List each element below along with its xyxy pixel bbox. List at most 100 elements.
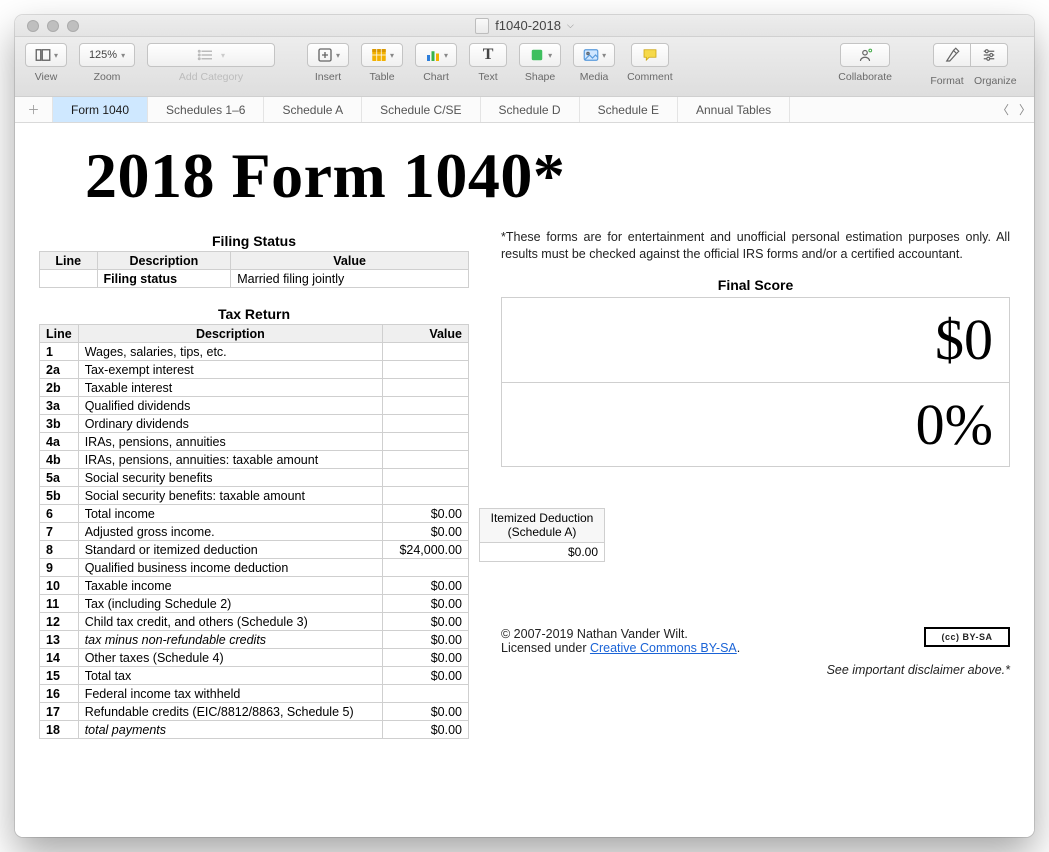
- insert-button[interactable]: ▾: [307, 43, 349, 67]
- cell-description: Federal income tax withheld: [78, 685, 382, 703]
- cell-value: [383, 451, 469, 469]
- view-button[interactable]: ▾: [25, 43, 67, 67]
- cell-description: Wages, salaries, tips, etc.: [78, 343, 382, 361]
- shape-icon: [528, 46, 546, 64]
- comment-button[interactable]: [631, 43, 669, 67]
- cell-value: $0.00: [383, 505, 469, 523]
- document-icon: [475, 18, 489, 34]
- table-row[interactable]: 11Tax (including Schedule 2)$0.00: [40, 595, 469, 613]
- format-button[interactable]: [933, 43, 971, 67]
- chart-button[interactable]: ▾: [415, 43, 457, 67]
- fs-col-value: Value: [231, 252, 469, 270]
- cell-line: 13: [40, 631, 79, 649]
- text-icon: T: [483, 46, 494, 64]
- add-sheet-button[interactable]: ＋: [15, 97, 53, 122]
- table-row[interactable]: 5bSocial security benefits: taxable amou…: [40, 487, 469, 505]
- table-button[interactable]: ▾: [361, 43, 403, 67]
- text-button[interactable]: T: [469, 43, 507, 67]
- chevron-down-icon: ▾: [548, 51, 552, 60]
- cell-line: 11: [40, 595, 79, 613]
- filing-status-table[interactable]: Line Description Value Filing status Mar…: [39, 251, 469, 288]
- cell-value: $0.00: [383, 613, 469, 631]
- cell-value: [383, 379, 469, 397]
- sheet-tab[interactable]: Schedule A: [264, 97, 362, 122]
- table-row[interactable]: 9Qualified business income deduction: [40, 559, 469, 577]
- cell-line: 16: [40, 685, 79, 703]
- insert-icon: [316, 46, 334, 64]
- app-window: f1040-2018 ⌵ ▾ View 125% ▾ Zoom: [15, 15, 1034, 837]
- table-row[interactable]: 2aTax-exempt interest: [40, 361, 469, 379]
- table-row[interactable]: 3aQualified dividends: [40, 397, 469, 415]
- tab-next-button[interactable]: 〉: [1019, 101, 1031, 118]
- cell-line: 4b: [40, 451, 79, 469]
- sheet-tab[interactable]: Schedule C/SE: [362, 97, 480, 122]
- table-row[interactable]: 7Adjusted gross income.$0.00: [40, 523, 469, 541]
- titlebar: f1040-2018 ⌵: [15, 15, 1034, 37]
- collaborate-button[interactable]: [840, 43, 890, 67]
- cell-line: 7: [40, 523, 79, 541]
- title-dropdown-icon[interactable]: ⌵: [567, 20, 574, 31]
- shape-button[interactable]: ▾: [519, 43, 561, 67]
- zoom-select[interactable]: 125% ▾: [79, 43, 135, 67]
- table-row[interactable]: 13tax minus non-refundable credits$0.00: [40, 631, 469, 649]
- table-row[interactable]: 4aIRAs, pensions, annuities: [40, 433, 469, 451]
- table-row[interactable]: 17Refundable credits (EIC/8812/8863, Sch…: [40, 703, 469, 721]
- table-row[interactable]: 3bOrdinary dividends: [40, 415, 469, 433]
- media-button[interactable]: ▾: [573, 43, 615, 67]
- table-row[interactable]: 8Standard or itemized deduction$24,000.0…: [40, 541, 469, 559]
- zoom-label: Zoom: [94, 71, 121, 83]
- tab-prev-button[interactable]: 〈: [997, 101, 1009, 118]
- cell-value: [383, 343, 469, 361]
- cell-description: Other taxes (Schedule 4): [78, 649, 382, 667]
- filing-status-row[interactable]: Filing status Married filing jointly: [40, 270, 469, 288]
- cell-value: [383, 559, 469, 577]
- table-row[interactable]: 5aSocial security benefits: [40, 469, 469, 487]
- toolbar: ▾ View 125% ▾ Zoom ▾ Add Category: [15, 37, 1034, 97]
- cell-line: 18: [40, 721, 79, 739]
- cell-value: $0.00: [383, 523, 469, 541]
- cell-description: Child tax credit, and others (Schedule 3…: [78, 613, 382, 631]
- cell-description: Tax-exempt interest: [78, 361, 382, 379]
- itemized-deduction-box[interactable]: Itemized Deduction (Schedule A) $0.00: [479, 508, 605, 562]
- cell-line: 2b: [40, 379, 79, 397]
- cell-description: IRAs, pensions, annuities: [78, 433, 382, 451]
- cell-value: $24,000.00: [383, 541, 469, 559]
- add-category-label: Add Category: [179, 71, 243, 83]
- cell-description: Standard or itemized deduction: [78, 541, 382, 559]
- cell-line: 15: [40, 667, 79, 685]
- sheet-tab[interactable]: Form 1040: [53, 97, 148, 122]
- table-row[interactable]: 15Total tax$0.00: [40, 667, 469, 685]
- sheet-tab[interactable]: Schedule D: [481, 97, 580, 122]
- final-score-heading: Final Score: [501, 277, 1010, 293]
- table-row[interactable]: 4bIRAs, pensions, annuities: taxable amo…: [40, 451, 469, 469]
- chevron-down-icon: ▾: [390, 51, 394, 60]
- shape-label: Shape: [525, 71, 555, 83]
- table-row[interactable]: 2bTaxable interest: [40, 379, 469, 397]
- document-canvas[interactable]: 2018 Form 1040* Filing Status Line Descr…: [15, 123, 1034, 837]
- table-row[interactable]: 18total payments$0.00: [40, 721, 469, 739]
- insert-label: Insert: [315, 71, 341, 83]
- tax-return-table[interactable]: Line Description Value 1Wages, salaries,…: [39, 324, 469, 739]
- table-row[interactable]: 16Federal income tax withheld: [40, 685, 469, 703]
- fs-desc: Filing status: [97, 270, 231, 288]
- sheet-tab[interactable]: Schedules 1–6: [148, 97, 264, 122]
- cc-badge: (cc) BY-SA: [924, 627, 1010, 647]
- table-row[interactable]: 10Taxable income$0.00: [40, 577, 469, 595]
- cell-value: [383, 415, 469, 433]
- sheet-tab[interactable]: Schedule E: [580, 97, 678, 122]
- table-row[interactable]: 12Child tax credit, and others (Schedule…: [40, 613, 469, 631]
- sheet-tab[interactable]: Annual Tables: [678, 97, 790, 122]
- cell-line: 14: [40, 649, 79, 667]
- cell-line: 2a: [40, 361, 79, 379]
- table-row[interactable]: 6Total income$0.00: [40, 505, 469, 523]
- table-row[interactable]: 14Other taxes (Schedule 4)$0.00: [40, 649, 469, 667]
- cc-link[interactable]: Creative Commons BY-SA: [590, 641, 737, 655]
- table-row[interactable]: 1Wages, salaries, tips, etc.: [40, 343, 469, 361]
- add-category-button[interactable]: ▾: [147, 43, 275, 67]
- cell-line: 9: [40, 559, 79, 577]
- collaborate-label: Collaborate: [838, 71, 892, 83]
- view-label: View: [35, 71, 58, 83]
- cell-value: [383, 487, 469, 505]
- organize-button[interactable]: [970, 43, 1008, 67]
- sheet-tabs: ＋ Form 1040Schedules 1–6Schedule ASchedu…: [15, 97, 1034, 123]
